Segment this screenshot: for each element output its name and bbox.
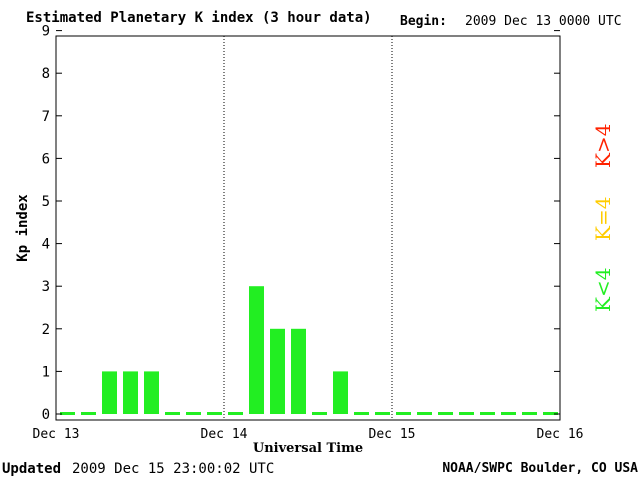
- kp-bar: [81, 412, 96, 415]
- kp-bar: [165, 412, 180, 415]
- y-tick-label: 0: [42, 407, 50, 423]
- updated-value: 2009 Dec 15 23:00:02 UTC: [72, 461, 275, 477]
- y-tick-label: 4: [42, 237, 50, 253]
- kp-bar: [480, 412, 495, 415]
- kp-bar: [249, 286, 264, 414]
- kp-bar: [501, 412, 516, 415]
- y-tick-label: 8: [42, 66, 50, 82]
- kp-bar: [522, 412, 537, 415]
- y-tick-label: 6: [42, 151, 50, 167]
- kp-bar: [291, 328, 306, 414]
- kp-bar: [270, 328, 285, 414]
- kp-bar: [396, 412, 411, 415]
- kp-bar: [102, 371, 117, 414]
- x-tick-label: Dec 15: [369, 427, 416, 442]
- updated-label: Updated: [2, 461, 62, 477]
- chart-title: Estimated Planetary K index (3 hour data…: [26, 10, 372, 26]
- y-tick-label: 5: [42, 194, 50, 210]
- kp-bar: [123, 371, 138, 414]
- y-axis-label: Kp index: [15, 194, 31, 262]
- kp-bar: [375, 412, 390, 415]
- bars-group: [60, 286, 558, 415]
- kp-bar: [186, 412, 201, 415]
- kp-bar: [207, 412, 222, 415]
- x-tick-label: Dec 13: [33, 427, 80, 442]
- kp-bar: [459, 412, 474, 415]
- kp-bar: [60, 412, 75, 415]
- x-tick-label: Dec 16: [537, 427, 584, 442]
- legend-k-less-4: K<4: [591, 267, 615, 312]
- y-ticks-group: 0 1 2 3 4 5 6 7 8 9: [42, 24, 560, 423]
- x-ticks-group: Dec 13 Dec 14 Dec 15 Dec 16: [33, 427, 584, 442]
- x-axis-label: Universal Time: [253, 441, 363, 456]
- kp-bar: [312, 412, 327, 415]
- legend-k-equal-4: K=4: [591, 196, 615, 241]
- y-tick-label: 9: [42, 24, 50, 40]
- begin-value: 2009 Dec 13 0000 UTC: [465, 14, 622, 29]
- kp-bar: [333, 371, 348, 414]
- kp-bar: [438, 412, 453, 415]
- y-tick-label: 3: [42, 279, 50, 295]
- kp-bar: [228, 412, 243, 415]
- legend-k-greater-4: K>4: [591, 123, 615, 168]
- y-tick-label: 1: [42, 364, 50, 380]
- begin-label: Begin:: [400, 14, 447, 29]
- day-dividers-group: [223, 36, 393, 420]
- credit-text: NOAA/SWPC Boulder, CO USA: [442, 461, 638, 476]
- kp-bar: [543, 412, 558, 415]
- kp-bar: [144, 371, 159, 414]
- kp-bar: [417, 412, 432, 415]
- y-tick-label: 7: [42, 109, 50, 125]
- y-tick-label: 2: [42, 322, 50, 338]
- plot-frame: [55, 35, 561, 421]
- x-tick-label: Dec 14: [201, 427, 248, 442]
- kp-bar: [354, 412, 369, 415]
